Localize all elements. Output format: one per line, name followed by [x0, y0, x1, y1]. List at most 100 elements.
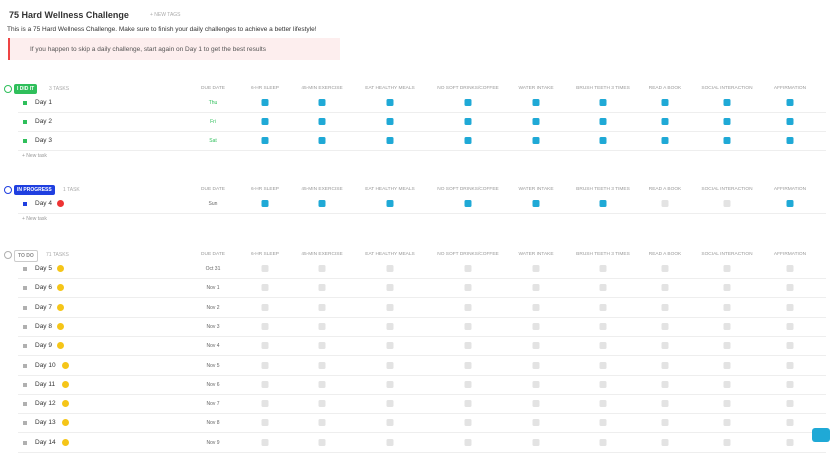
checkbox[interactable]: [661, 400, 669, 408]
checkbox[interactable]: [661, 284, 669, 292]
group-toggle[interactable]: [4, 85, 12, 93]
checkbox[interactable]: [318, 380, 326, 388]
checkbox[interactable]: [723, 303, 731, 311]
checkbox[interactable]: [261, 380, 269, 388]
status-dot[interactable]: [23, 421, 27, 426]
group-toggle[interactable]: [4, 251, 12, 259]
due-date[interactable]: Nov 2: [206, 304, 220, 311]
checkbox[interactable]: [261, 118, 269, 125]
checkbox[interactable]: [386, 265, 394, 272]
checkbox[interactable]: [261, 419, 269, 427]
checkbox[interactable]: [661, 200, 669, 207]
new-tags[interactable]: + NEW TAGS: [150, 12, 181, 18]
checkbox[interactable]: [464, 118, 472, 125]
due-date[interactable]: Nov 6: [206, 381, 220, 388]
checkbox[interactable]: [386, 361, 394, 369]
checkbox[interactable]: [318, 400, 326, 408]
checkbox[interactable]: [318, 200, 326, 207]
task-name[interactable]: Day 2: [35, 118, 52, 125]
due-date[interactable]: Thu: [208, 100, 218, 106]
status-pill[interactable]: IN PROGRESS: [14, 185, 55, 195]
status-pill[interactable]: I DID IT: [14, 84, 38, 94]
checkbox[interactable]: [464, 322, 472, 330]
checkbox[interactable]: [723, 265, 731, 272]
checkbox[interactable]: [464, 137, 472, 144]
checkbox[interactable]: [532, 118, 540, 125]
checkbox[interactable]: [532, 265, 540, 272]
checkbox[interactable]: [261, 265, 269, 272]
checkbox[interactable]: [532, 400, 540, 408]
group-toggle[interactable]: [4, 186, 12, 194]
status-dot[interactable]: [23, 324, 27, 329]
checkbox[interactable]: [318, 265, 326, 272]
task-name[interactable]: Day 10: [35, 361, 56, 369]
checkbox[interactable]: [464, 380, 472, 388]
checkbox[interactable]: [532, 303, 540, 311]
checkbox[interactable]: [661, 438, 669, 446]
checkbox[interactable]: [661, 99, 669, 106]
checkbox[interactable]: [464, 200, 472, 207]
checkbox[interactable]: [464, 438, 472, 446]
checkbox[interactable]: [786, 284, 794, 292]
checkbox[interactable]: [786, 303, 794, 311]
checkbox[interactable]: [599, 419, 607, 427]
checkbox[interactable]: [386, 322, 394, 330]
new-task[interactable]: + New task: [22, 153, 47, 159]
checkbox[interactable]: [661, 419, 669, 427]
checkbox[interactable]: [786, 419, 794, 427]
checkbox[interactable]: [661, 303, 669, 311]
status-dot[interactable]: [23, 402, 27, 407]
checkbox[interactable]: [532, 322, 540, 330]
checkbox[interactable]: [261, 361, 269, 369]
task-name[interactable]: Day 9: [35, 342, 52, 350]
due-date[interactable]: Sat: [209, 138, 217, 144]
task-name[interactable]: Day 6: [35, 284, 52, 292]
checkbox[interactable]: [532, 361, 540, 369]
status-dot[interactable]: [23, 305, 27, 310]
checkbox[interactable]: [599, 284, 607, 292]
checkbox[interactable]: [723, 419, 731, 427]
checkbox[interactable]: [318, 99, 326, 106]
checkbox[interactable]: [386, 438, 394, 446]
checkbox[interactable]: [723, 380, 731, 388]
due-date[interactable]: Nov 1: [206, 285, 220, 292]
checkbox[interactable]: [318, 303, 326, 311]
checkbox[interactable]: [599, 438, 607, 446]
checkbox[interactable]: [464, 342, 472, 350]
checkbox[interactable]: [723, 400, 731, 408]
task-name[interactable]: Day 7: [35, 303, 52, 311]
checkbox[interactable]: [386, 303, 394, 311]
checkbox[interactable]: [599, 322, 607, 330]
checkbox[interactable]: [532, 137, 540, 144]
due-date[interactable]: Nov 4: [206, 343, 220, 350]
checkbox[interactable]: [464, 400, 472, 408]
task-name[interactable]: Day 3: [35, 137, 52, 144]
checkbox[interactable]: [386, 400, 394, 408]
checkbox[interactable]: [661, 342, 669, 350]
checkbox[interactable]: [786, 265, 794, 272]
checkbox[interactable]: [599, 99, 607, 106]
checkbox[interactable]: [661, 118, 669, 125]
checkbox[interactable]: [532, 438, 540, 446]
checkbox[interactable]: [261, 400, 269, 408]
checkbox[interactable]: [786, 200, 794, 207]
checkbox[interactable]: [723, 99, 731, 106]
checkbox[interactable]: [318, 361, 326, 369]
checkbox[interactable]: [786, 438, 794, 446]
checkbox[interactable]: [661, 322, 669, 330]
checkbox[interactable]: [661, 380, 669, 388]
checkbox[interactable]: [599, 118, 607, 125]
checkbox[interactable]: [318, 322, 326, 330]
checkbox[interactable]: [723, 438, 731, 446]
task-name[interactable]: Day 5: [35, 265, 52, 272]
checkbox[interactable]: [318, 419, 326, 427]
checkbox[interactable]: [386, 118, 394, 125]
checkbox[interactable]: [386, 284, 394, 292]
add-button[interactable]: [812, 428, 830, 442]
checkbox[interactable]: [318, 137, 326, 144]
checkbox[interactable]: [786, 380, 794, 388]
checkbox[interactable]: [261, 99, 269, 106]
checkbox[interactable]: [386, 200, 394, 207]
status-dot[interactable]: [23, 267, 27, 271]
checkbox[interactable]: [532, 342, 540, 350]
